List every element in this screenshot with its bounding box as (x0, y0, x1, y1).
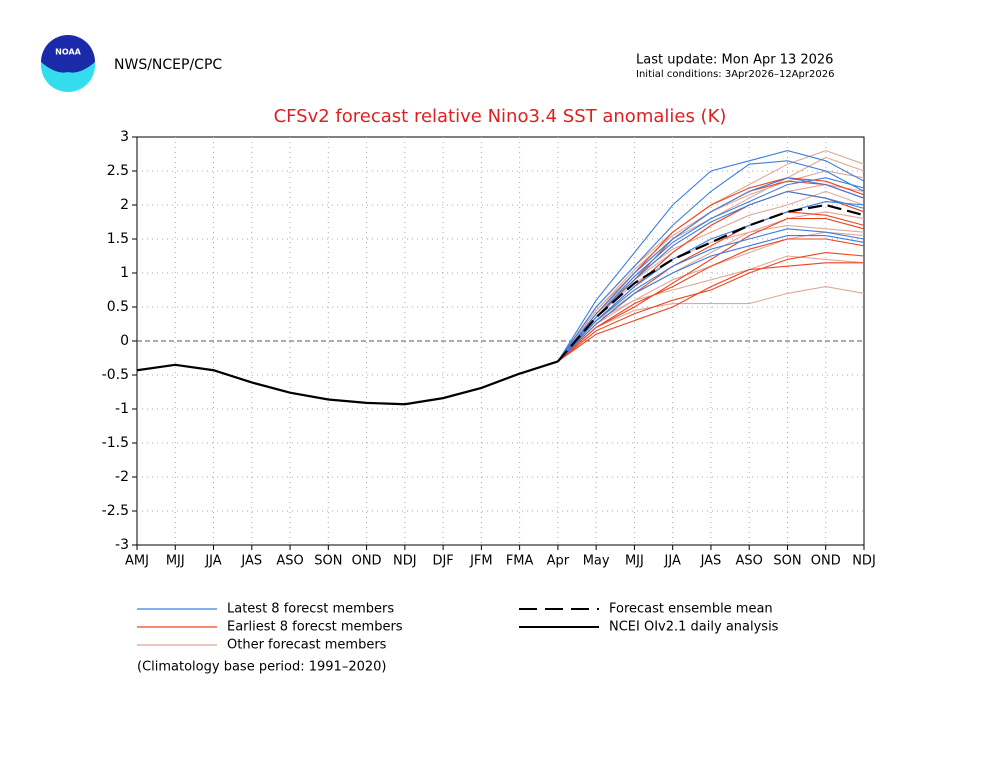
chart-title: CFSv2 forecast relative Nino3.4 SST anom… (274, 106, 727, 127)
member-line (557, 190, 865, 362)
x-tick-label: FMA (506, 554, 534, 569)
agency: NWS/NCEP/CPC (114, 57, 222, 73)
member-line (557, 218, 865, 362)
x-tick-label: ASO (736, 554, 763, 569)
x-tick-label: ASO (276, 554, 303, 569)
member-line (557, 238, 865, 362)
x-tick-label: May (583, 554, 610, 569)
member-line (557, 252, 865, 362)
y-tick-label: -1 (115, 401, 129, 417)
analysis-line (136, 360, 559, 406)
last-update: Last update: Mon Apr 13 2026 (636, 53, 833, 68)
x-tick-label: JJA (204, 554, 221, 569)
member-line (557, 190, 865, 362)
y-tick-label: -3 (115, 537, 129, 553)
x-tick-label: DJF (432, 554, 453, 569)
y-tick-label: 2.5 (107, 163, 129, 179)
note: (Climatology base period: 1991–2020) (137, 660, 386, 675)
x-tick-label: OND (811, 554, 841, 569)
mean-line (557, 203, 865, 363)
member-line (557, 235, 865, 362)
x-tick-label: OND (352, 554, 382, 569)
x-tick-label: SON (773, 554, 801, 569)
member-line (557, 160, 865, 362)
y-tick-label: -1.5 (102, 435, 129, 451)
y-tick-label: -2 (115, 469, 129, 485)
member-line (557, 180, 865, 362)
x-tick-label: JFM (469, 554, 493, 569)
member-line (557, 286, 865, 362)
y-tick-label: -2.5 (102, 503, 129, 519)
logo-top (41, 35, 95, 73)
y-tick-label: 1 (120, 265, 129, 281)
x-tick-label: Apr (547, 554, 570, 569)
member-line (557, 201, 865, 362)
x-tick-label: NDJ (393, 554, 417, 569)
member-line (557, 262, 864, 362)
member-line (557, 190, 865, 362)
y-tick-label: 1.5 (107, 231, 129, 247)
x-tick-label: MJJ (625, 554, 644, 569)
legend-label: Earliest 8 forecst members (227, 620, 403, 635)
initial-conditions: Initial conditions: 3Apr2026–12Apr2026 (636, 69, 834, 80)
x-tick-label: JJA (664, 554, 681, 569)
y-tick-label: -0.5 (102, 367, 129, 383)
member-line (557, 177, 865, 362)
logo-text: NOAA (55, 48, 81, 57)
x-tick-label: JAS (700, 554, 722, 569)
y-tick-label: 0 (120, 333, 129, 349)
legend-label: NCEI OIv2.1 daily analysis (609, 620, 779, 635)
x-tick-label: SON (314, 554, 342, 569)
member-line (557, 177, 865, 362)
legend-label: Forecast ensemble mean (609, 602, 773, 617)
x-tick-label: NDJ (852, 554, 876, 569)
x-tick-label: MJJ (166, 554, 185, 569)
x-tick-label: JAS (240, 554, 262, 569)
legend-label: Other forecast members (227, 638, 387, 653)
x-tick-label: AMJ (125, 554, 149, 569)
member-line (557, 224, 865, 362)
y-tick-label: 0.5 (107, 299, 129, 315)
member-line (557, 150, 865, 362)
member-line (557, 228, 865, 362)
y-tick-label: 2 (120, 197, 129, 213)
noaa-logo: NOAA (41, 35, 95, 92)
y-tick-label: 3 (120, 129, 129, 145)
legend-label: Latest 8 forecst members (227, 602, 394, 617)
